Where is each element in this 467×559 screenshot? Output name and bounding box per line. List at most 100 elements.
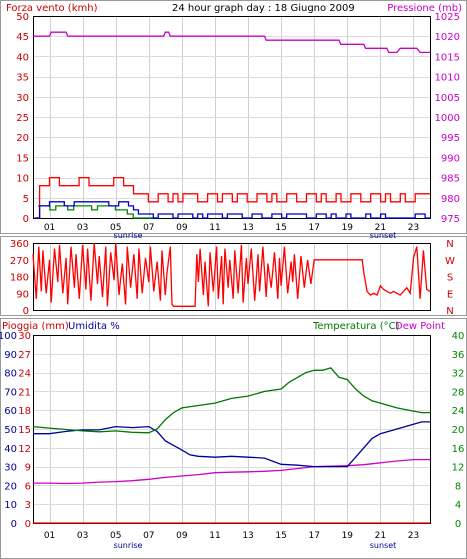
frame-temp-humidity — [0, 318, 467, 559]
y-tick-label: 35 — [16, 73, 29, 84]
y-tick-label: N — [446, 239, 453, 250]
x-tick-label: 05 — [110, 531, 121, 541]
y-tick-label: 1025 — [435, 12, 460, 23]
y-tick-label: 9 — [25, 463, 31, 474]
y-tick-label: 1015 — [435, 52, 460, 63]
y-tick-label: 6 — [25, 481, 31, 492]
x-tick-label: 15 — [275, 531, 286, 541]
x-tick-label: 11 — [209, 531, 220, 541]
dewpoint-line — [33, 458, 430, 485]
sunset-label-2: sunset — [370, 541, 397, 550]
y-tick-label: 985 — [441, 174, 460, 185]
wind-series — [33, 31, 430, 219]
y-tick-label: E — [447, 289, 453, 300]
y-tick-label: 30 — [4, 463, 17, 474]
y-tick-label: 50 — [4, 425, 17, 436]
x-tick-label: 13 — [242, 531, 253, 541]
y-tick-label: 180 — [10, 273, 29, 284]
wind-green-line — [38, 205, 158, 219]
y-tick-label: 45 — [16, 32, 29, 43]
wind-axis-title: Forza vento (kmh) — [6, 3, 98, 14]
temperature-line — [32, 367, 430, 434]
y-tick-label: 24 — [18, 369, 31, 380]
wind-plot-area — [33, 16, 431, 219]
sunset-label-1: sunset — [370, 231, 397, 240]
y-tick-label: 12 — [452, 463, 465, 474]
y-tick-label: 60 — [4, 406, 17, 417]
x-tick-label: 03 — [77, 223, 88, 233]
dewpoint-axis-title: Dew Point — [395, 321, 445, 332]
y-tick-label: 15 — [16, 153, 29, 164]
y-tick-label: 70 — [4, 387, 17, 398]
y-tick-label: 20 — [4, 481, 17, 492]
y-tick-label: 10 — [4, 500, 17, 511]
y-tick-label: 80 — [4, 369, 17, 380]
x-tick-label: 09 — [176, 531, 188, 541]
y-tick-label: 5 — [23, 194, 29, 205]
y-tick-label: 30 — [16, 93, 29, 104]
wind-gust-line — [34, 176, 430, 219]
y-tick-label: 1000 — [435, 113, 460, 124]
y-tick-label: 40 — [4, 444, 17, 455]
wind-average-line — [34, 201, 430, 219]
y-tick-label: 36 — [452, 350, 465, 361]
y-tick-label: 270 — [10, 256, 29, 267]
y-tick-label: 24 — [452, 406, 465, 417]
x-tick-label: 07 — [143, 531, 154, 541]
y-tick-label: 32 — [452, 369, 465, 380]
x-tick-label: 07 — [143, 223, 154, 233]
y-tick-label: 20 — [452, 425, 465, 436]
y-tick-label: 100 — [0, 331, 17, 342]
temp-x-ticks: 01 03 05 07 09 11 13 15 17 19 21 23 — [44, 531, 419, 541]
x-tick-label: 19 — [342, 223, 354, 233]
y-tick-label: 8 — [455, 481, 461, 492]
y-tick-label: 15 — [18, 425, 31, 436]
x-tick-label: 17 — [308, 531, 319, 541]
y-tick-label: 21 — [18, 387, 31, 398]
y-tick-label: 90 — [4, 350, 17, 361]
y-tick-label: 1010 — [435, 73, 460, 84]
x-tick-label: 01 — [44, 223, 55, 233]
y-tick-label: 3 — [25, 500, 31, 511]
y-tick-label: 975 — [441, 214, 460, 225]
temp-grid — [33, 335, 430, 523]
rain-y-ticks: 0 10 20 30 40 50 60 70 80 90 100 — [0, 331, 17, 530]
y-tick-label: 4 — [455, 500, 461, 511]
y-tick-label: 1020 — [435, 32, 460, 43]
direction-plot-area — [33, 243, 431, 311]
x-tick-label: 11 — [209, 223, 220, 233]
humidity-axis-title: Umidita % — [68, 321, 120, 332]
wind-grid — [33, 16, 430, 218]
y-tick-label: 90 — [16, 289, 29, 300]
wind-y-ticks: 0 5 10 15 20 25 30 35 40 45 50 — [16, 12, 29, 225]
y-tick-label: N — [446, 306, 453, 317]
y-tick-label: 20 — [16, 133, 29, 144]
x-tick-label: 15 — [275, 223, 286, 233]
y-tick-label: 1005 — [435, 93, 460, 104]
y-tick-label: 30 — [18, 331, 31, 342]
humidity-line — [33, 421, 430, 468]
pressure-axis-title: Pressione (mb) — [387, 3, 462, 14]
x-tick-label: 05 — [110, 223, 121, 233]
y-tick-label: 40 — [452, 331, 465, 342]
x-tick-label: 19 — [342, 531, 354, 541]
direction-series — [32, 242, 431, 307]
x-tick-label: 13 — [242, 223, 253, 233]
y-tick-label: W — [445, 256, 455, 267]
humidity-y-ticks: 0 3 6 9 12 15 18 21 24 27 30 — [18, 331, 31, 530]
y-tick-label: 0 — [11, 519, 17, 530]
sunrise-label-1: sunrise — [114, 231, 143, 240]
y-tick-label: 12 — [18, 444, 31, 455]
y-tick-label: 50 — [16, 12, 29, 23]
x-tick-label: 09 — [176, 223, 188, 233]
y-tick-label: 0 — [25, 519, 31, 530]
y-tick-label: 16 — [452, 444, 465, 455]
y-tick-label: 0 — [23, 306, 29, 317]
x-tick-label: 21 — [375, 531, 386, 541]
y-tick-label: 28 — [452, 387, 465, 398]
pressure-line — [33, 31, 430, 54]
y-tick-label: 0 — [23, 214, 29, 225]
